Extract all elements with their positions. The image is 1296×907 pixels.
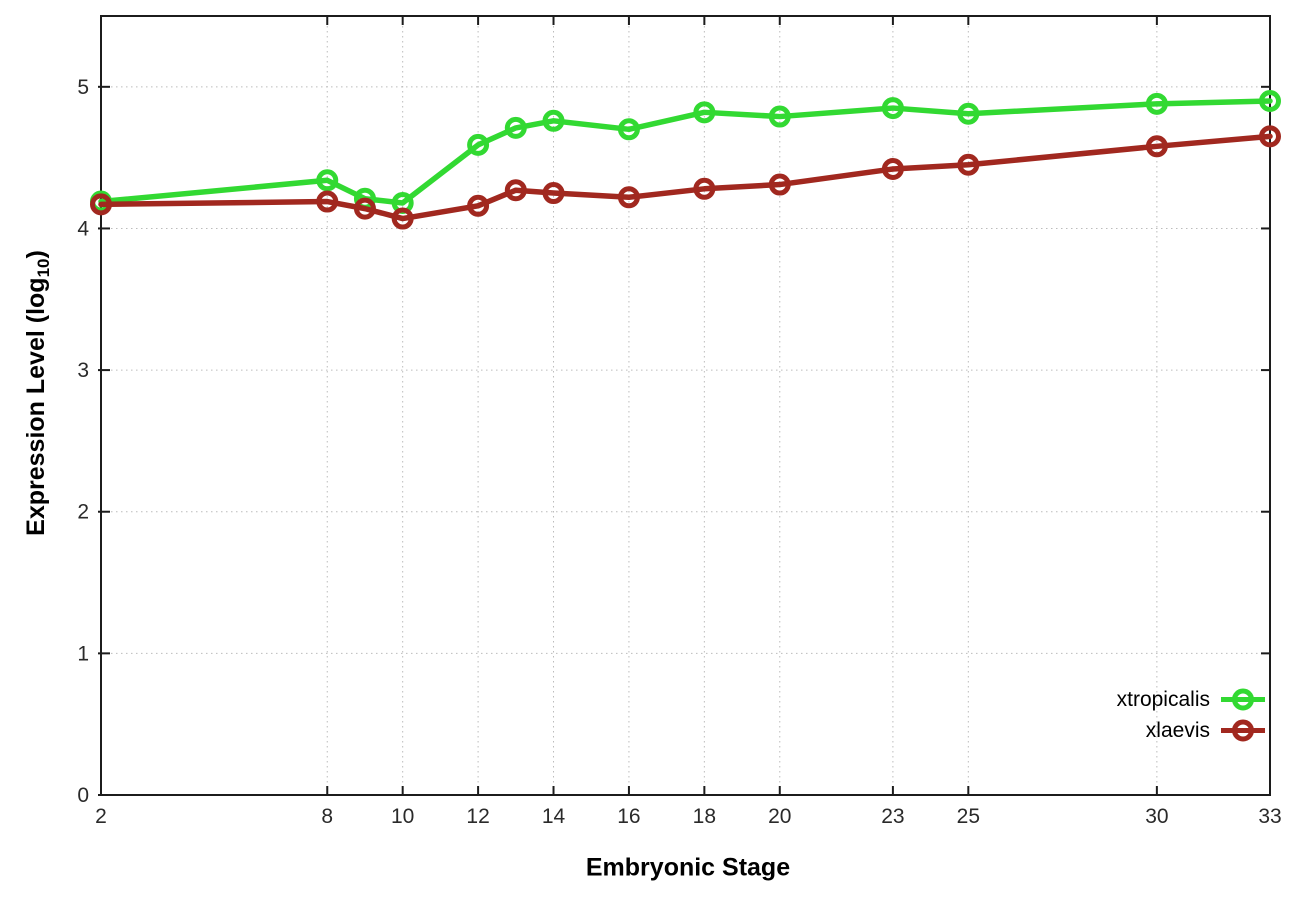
- data-point-marker-xlaevis: [881, 157, 904, 180]
- x-tick-label: 33: [1258, 805, 1281, 828]
- data-point-marker-xlaevis: [768, 173, 791, 196]
- x-tick-label: 8: [321, 805, 333, 828]
- x-tick-label: 10: [391, 805, 414, 828]
- x-tick-label: 12: [466, 805, 489, 828]
- x-tick-label: 18: [693, 805, 716, 828]
- legend-entry-xtropicalis: xtropicalis: [1117, 686, 1266, 713]
- y-axis-title-close: ): [22, 250, 50, 259]
- data-point-marker-xtropicalis: [881, 97, 904, 120]
- legend-entry-xlaevis: xlaevis: [1117, 717, 1266, 744]
- data-point-marker-xlaevis: [1145, 135, 1168, 158]
- y-axis-title-main: Expression Level (log: [22, 277, 50, 536]
- legend: xtropicalis xlaevis: [1117, 686, 1266, 744]
- legend-sample-marker-icon: [1232, 688, 1254, 711]
- x-axis-title: Embryonic Stage: [585, 853, 791, 882]
- y-tick-label: 2: [77, 501, 89, 524]
- y-tick-label: 1: [77, 642, 89, 665]
- legend-label-xlaevis: xlaevis: [1145, 718, 1210, 742]
- legend-marker-1: [1221, 719, 1265, 742]
- data-point-marker-xtropicalis: [504, 116, 527, 139]
- data-point-marker-xlaevis: [542, 182, 565, 205]
- data-point-marker-xlaevis: [504, 179, 527, 202]
- y-tick-label: 3: [77, 359, 89, 382]
- data-point-marker-xtropicalis: [693, 101, 716, 124]
- plot-border: [100, 15, 1271, 796]
- data-point-marker-xlaevis: [617, 186, 640, 209]
- data-point-marker-xtropicalis: [957, 102, 980, 125]
- x-tick-label: 23: [881, 805, 904, 828]
- series-line-xlaevis: [98, 133, 1273, 222]
- data-point-marker-xlaevis: [391, 207, 414, 230]
- y-axis-title: Expression Level (log10): [22, 250, 54, 536]
- x-tick-label: 14: [542, 805, 566, 828]
- y-axis-title-subscript: 10: [34, 258, 53, 278]
- data-point-marker-xtropicalis: [1259, 89, 1281, 112]
- data-point-marker-xtropicalis: [1145, 92, 1168, 115]
- data-point-marker-xlaevis: [316, 190, 339, 213]
- legend-marker-0: [1221, 688, 1265, 711]
- y-tick-label: 5: [77, 76, 89, 99]
- data-point-marker-xtropicalis: [316, 169, 339, 192]
- data-point-marker-xlaevis: [1259, 125, 1281, 148]
- x-tick-label: 2: [95, 805, 107, 828]
- x-tick-label: 16: [617, 805, 640, 828]
- data-point-marker-xtropicalis: [617, 118, 640, 141]
- x-tick-label: 30: [1145, 805, 1168, 828]
- x-tick-label: 25: [957, 805, 980, 828]
- legend-label-xtropicalis: xtropicalis: [1116, 687, 1210, 711]
- data-point-marker-xlaevis: [693, 177, 716, 200]
- legend-sample-marker-icon: [1232, 719, 1254, 742]
- data-point-marker-xtropicalis: [467, 133, 490, 156]
- y-tick-label: 4: [77, 217, 89, 240]
- data-point-marker-xtropicalis: [768, 105, 791, 128]
- data-point-marker-xlaevis: [957, 153, 980, 176]
- data-point-marker-xlaevis: [90, 193, 112, 216]
- data-point-marker-xlaevis: [353, 197, 376, 220]
- data-point-marker-xlaevis: [467, 194, 490, 217]
- x-tick-label: 20: [768, 805, 791, 828]
- y-tick-label: 0: [77, 784, 89, 807]
- data-point-marker-xtropicalis: [542, 109, 565, 132]
